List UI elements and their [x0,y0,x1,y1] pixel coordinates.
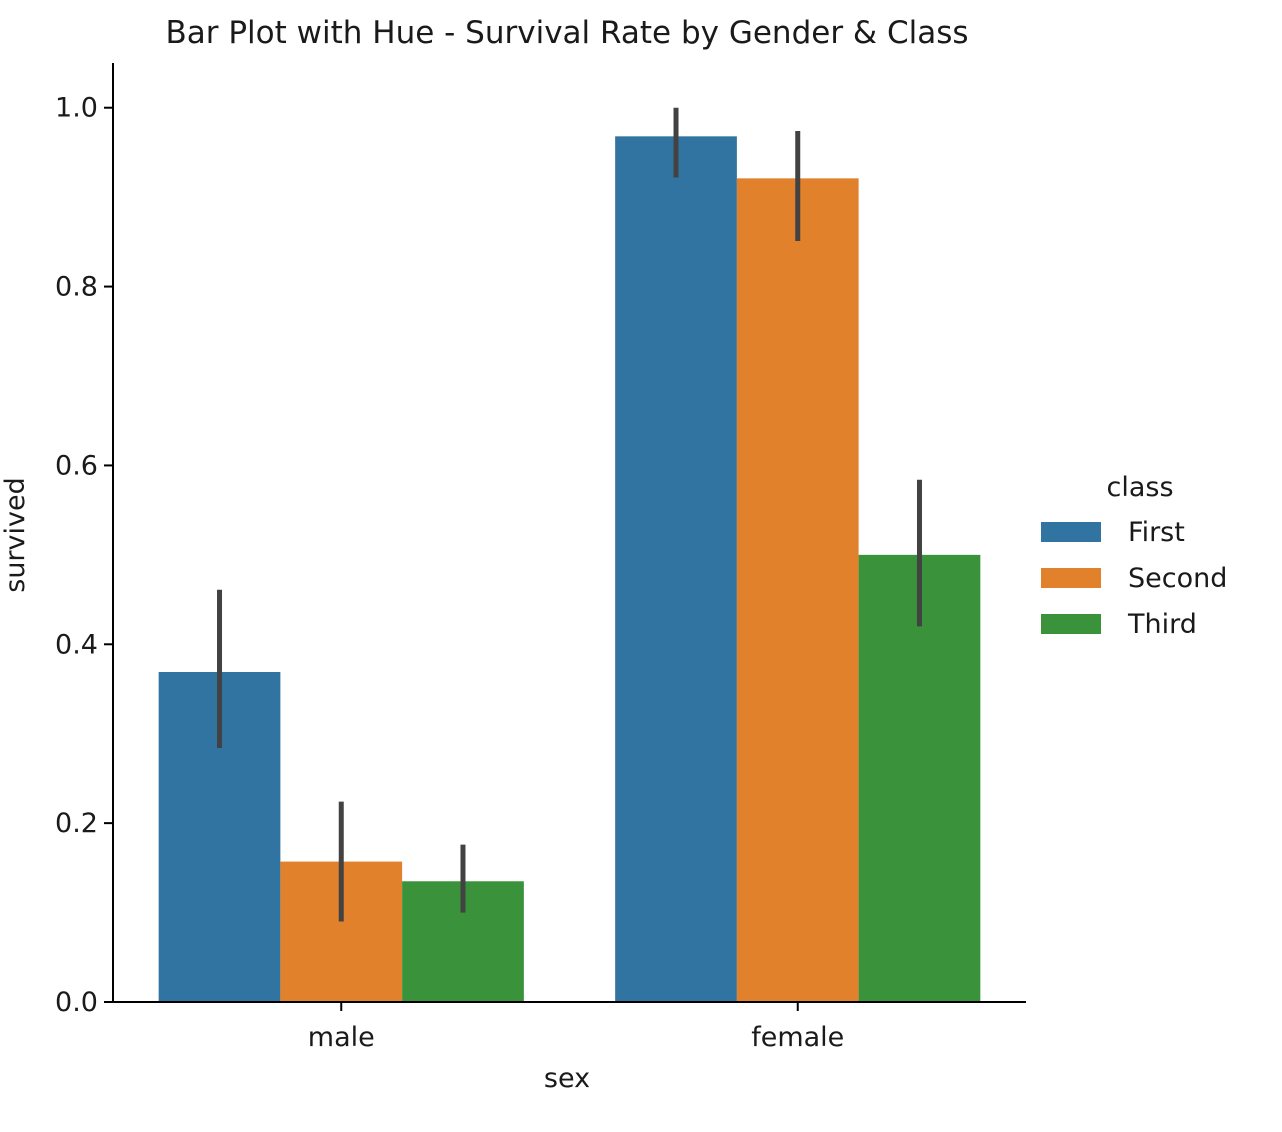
chart-title: Bar Plot with Hue - Survival Rate by Gen… [165,15,968,51]
bar-female-third [858,554,981,1002]
x-axis: male female [113,1001,1026,1053]
y-tick-label: 0.0 [55,987,98,1018]
x-axis-label: sex [544,1063,590,1094]
plot-area [158,107,981,1002]
legend-swatch-third [1041,614,1101,634]
y-tick-label: 0.2 [55,808,98,839]
legend: class First Second Third [1041,472,1227,640]
legend-swatch-second [1041,568,1101,588]
x-tick-label-female: female [751,1022,844,1053]
bar-female-first [615,136,737,1002]
legend-label-first: First [1128,517,1185,548]
y-tick-label: 1.0 [55,93,98,124]
x-tick-label-male: male [308,1022,375,1053]
y-tick-label: 0.8 [55,272,98,303]
bar-female-second [736,178,859,1002]
y-axis: 0.0 0.2 0.4 0.6 0.8 1.0 [55,63,114,1018]
legend-label-third: Third [1127,609,1197,640]
y-axis-label: survived [0,477,31,593]
legend-label-second: Second [1128,563,1227,594]
y-tick-label: 0.6 [55,450,98,481]
y-tick-label: 0.4 [55,629,98,660]
legend-swatch-first [1041,522,1101,542]
legend-title: class [1106,472,1173,503]
